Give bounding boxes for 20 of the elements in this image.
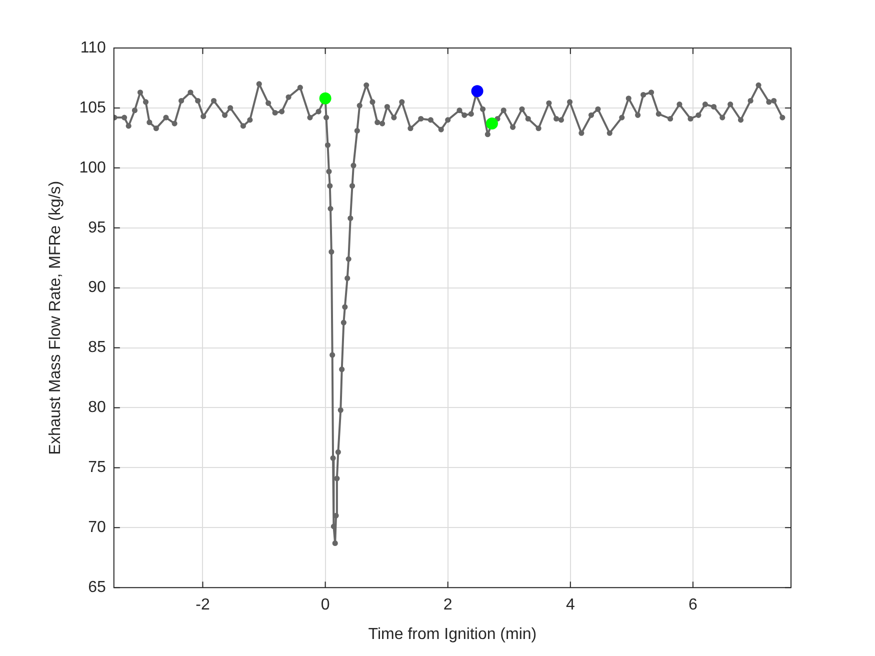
y-axis-title: Exhaust Mass Flow Rate, MFRe (kg/s) <box>47 180 64 455</box>
x-tick-label: 4 <box>566 596 575 614</box>
y-tick-label: 110 <box>80 39 106 56</box>
y-tick-label: 70 <box>88 519 106 536</box>
point <box>486 118 498 130</box>
y-tick-label: 95 <box>88 219 106 236</box>
x-tick-label: -2 <box>196 596 210 614</box>
y-tick-label: 85 <box>88 339 106 356</box>
point <box>471 85 484 98</box>
y-tick-label: 105 <box>79 99 106 116</box>
y-tick-label: 65 <box>88 579 106 596</box>
x-tick-label: 0 <box>320 596 330 614</box>
y-tick-label: 100 <box>79 159 106 176</box>
point <box>319 92 332 104</box>
y-tick-label: 80 <box>88 399 106 416</box>
x-tick-label: 6 <box>688 596 698 614</box>
y-tick-label: 75 <box>88 459 106 476</box>
x-tick-label: 2 <box>443 596 452 614</box>
x-axis-title: Time from Ignition (min) <box>368 626 537 643</box>
y-tick-label: 90 <box>88 279 106 296</box>
